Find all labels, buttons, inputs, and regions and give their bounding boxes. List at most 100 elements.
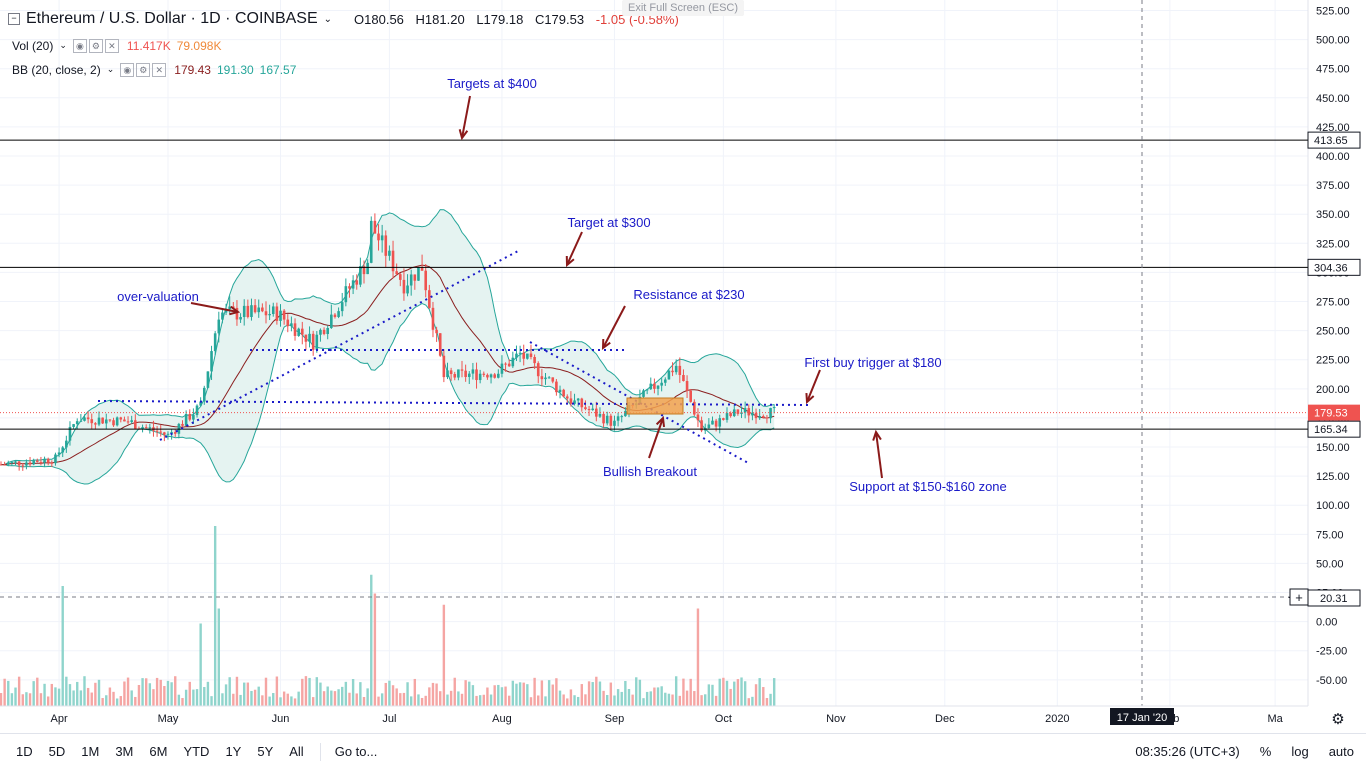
candle-body: [613, 420, 616, 426]
volume-bar: [486, 687, 489, 706]
candle-body: [529, 353, 533, 357]
volume-bar: [115, 698, 119, 706]
volume-bar: [217, 608, 220, 706]
volume-bar: [406, 682, 409, 706]
trendline-dotted[interactable]: [159, 249, 521, 441]
price-tick-label: 475.00: [1316, 64, 1350, 76]
log-toggle[interactable]: log: [1291, 744, 1309, 759]
bb-lower-value: 167.57: [259, 62, 297, 77]
candle-body: [340, 302, 344, 312]
indicator-buttons[interactable]: ◉ ⚙ ✕: [120, 62, 168, 77]
annotation-label[interactable]: Bullish Breakout: [603, 464, 697, 479]
timeframe-1m[interactable]: 1M: [81, 744, 100, 759]
volume-bar: [707, 684, 711, 706]
candle-body: [518, 352, 522, 354]
candle-body: [319, 329, 322, 335]
annotation-label[interactable]: over-valuation: [117, 289, 199, 304]
collapse-icon[interactable]: −: [8, 13, 20, 25]
eye-icon[interactable]: ◉: [72, 39, 87, 53]
breakout-box[interactable]: [626, 397, 684, 415]
price-axis[interactable]: [1308, 0, 1366, 706]
volume-bar: [246, 682, 250, 706]
settings-icon[interactable]: ⚙: [136, 63, 151, 77]
settings-icon[interactable]: ⚙: [88, 39, 103, 53]
annotation-label[interactable]: Targets at $400: [447, 76, 537, 91]
volume-value: 11.417K: [126, 38, 171, 53]
candle-body: [486, 374, 489, 378]
timeframe-all[interactable]: All: [289, 744, 304, 759]
volume-bar: [148, 683, 152, 706]
eye-icon[interactable]: ◉: [120, 63, 135, 77]
timeframe-1d[interactable]: 1D: [16, 744, 33, 759]
candle-body: [184, 414, 188, 426]
volume-bar: [370, 574, 373, 706]
timeframe-ytd[interactable]: YTD: [183, 744, 210, 759]
candle-body: [569, 398, 573, 404]
timeframe-3m[interactable]: 3M: [115, 744, 134, 759]
symbol-title[interactable]: Ethereum / U.S. Dollar · 1D · COINBASE: [26, 10, 318, 27]
volume-bar: [65, 676, 68, 706]
volume-bar: [112, 691, 115, 706]
candle-body: [711, 420, 714, 425]
candle-body: [36, 460, 39, 462]
close-icon[interactable]: ✕: [104, 39, 119, 53]
auto-toggle[interactable]: auto: [1328, 744, 1354, 759]
annotation-arrow[interactable]: [602, 305, 626, 349]
indicator-buttons[interactable]: ◉ ⚙ ✕: [72, 38, 121, 53]
goto-button[interactable]: Go to...: [334, 744, 378, 759]
timeframe-5d[interactable]: 5D: [48, 744, 66, 759]
timeframe-5y[interactable]: 5Y: [257, 744, 274, 759]
annotation-label[interactable]: Target at $300: [567, 215, 650, 230]
price-tick-label: 400.00: [1316, 151, 1350, 163]
candle-body: [79, 420, 83, 422]
settings-icon[interactable]: ⚙: [1331, 711, 1344, 728]
annotation-label[interactable]: Resistance at $230: [633, 287, 744, 302]
annotation-label[interactable]: First buy trigger at $180: [804, 355, 941, 370]
candle-body: [769, 408, 772, 419]
candle-body: [431, 307, 435, 330]
candle-body: [297, 328, 300, 336]
candle-body: [293, 323, 297, 336]
chevron-down-icon[interactable]: ⌄: [59, 40, 67, 50]
volume-bar: [609, 682, 613, 706]
candle-body: [50, 462, 54, 464]
chevron-down-icon[interactable]: ⌄: [106, 64, 115, 74]
volume-bar: [351, 679, 355, 706]
annotation-arrow[interactable]: [875, 431, 883, 479]
annotation-arrow[interactable]: [648, 417, 664, 459]
add-alert-button[interactable]: [1289, 588, 1309, 606]
annotation-arrow[interactable]: [566, 231, 583, 266]
volume-bar: [261, 695, 264, 706]
timeframe-6m[interactable]: 6M: [149, 744, 168, 759]
candle-body: [685, 381, 689, 391]
chevron-down-icon[interactable]: ⌄: [323, 13, 333, 25]
exit-fullscreen-hint[interactable]: Exit Full Screen (ESC): [622, 0, 745, 16]
open-value: O180.56: [354, 11, 404, 27]
timeframe-1y[interactable]: 1Y: [225, 744, 242, 759]
candle-body: [380, 235, 384, 241]
volume-bar: [518, 682, 522, 706]
volume-bar: [765, 698, 769, 706]
bb-indicator-label[interactable]: BB (20, close, 2): [12, 62, 101, 77]
percent-toggle[interactable]: %: [1259, 744, 1272, 759]
annotation-arrow[interactable]: [461, 95, 471, 139]
arrow-head: [655, 415, 666, 428]
bottom-toolbar: 1D 5D 1M 3M 6M YTD 1Y 5Y All Go to... 08:35:26 (…: [0, 733, 1366, 769]
close-icon[interactable]: ✕: [152, 63, 167, 77]
volume-indicator-label[interactable]: Vol (20): [12, 38, 54, 53]
volume-bar: [311, 697, 315, 706]
candle-body: [522, 352, 526, 359]
volume-bar: [435, 683, 438, 706]
volume-bar: [206, 681, 210, 706]
annotation-arrow[interactable]: [806, 369, 821, 403]
candle-body: [696, 414, 700, 421]
price-label: 304.36: [1314, 262, 1348, 274]
candle-body: [210, 351, 213, 372]
volume-bar: [25, 692, 28, 706]
annotation-arrow[interactable]: [190, 302, 239, 313]
volume-bar: [388, 680, 391, 706]
candle-body: [489, 374, 493, 378]
plus-icon[interactable]: +: [1295, 590, 1303, 605]
annotation-label[interactable]: Support at $150-$160 zone: [849, 479, 1007, 494]
